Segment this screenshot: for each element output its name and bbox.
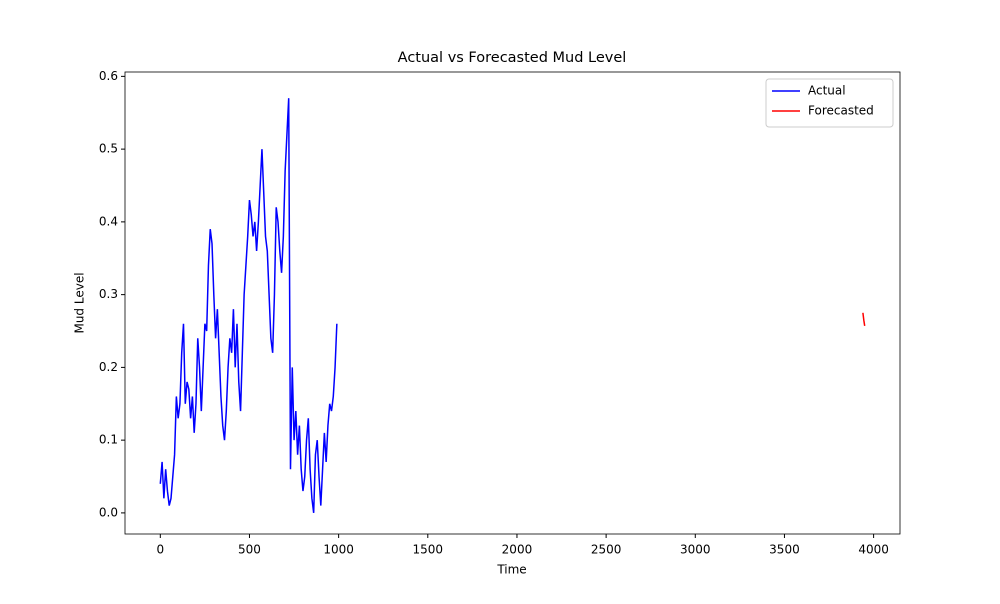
y-tick-label: 0.4 [99,214,118,228]
plot-frame [124,71,901,535]
x-tick-label: 3000 [680,543,711,557]
y-tick-label: 0.1 [99,433,118,447]
y-tick-label: 0.3 [99,287,118,301]
x-tick-label: 500 [238,543,261,557]
y-axis-label: Mud Level [73,272,87,333]
y-tick-label: 0.5 [99,142,118,156]
x-tick-label: 0 [156,543,164,557]
x-tick-label: 2500 [591,543,622,557]
legend-label: Forecasted [808,104,874,118]
y-tick-label: 0.2 [99,360,118,374]
x-tick-label: 4000 [858,543,889,557]
chart-title: Actual vs Forecasted Mud Level [398,50,627,66]
data-line [159,98,338,513]
legend-label: Actual [808,84,846,98]
y-tick-label: 0.0 [99,505,118,519]
x-tick-label: 3500 [769,543,800,557]
x-tick-label: 2000 [502,543,533,557]
data-line [862,312,866,327]
x-tick-label: 1000 [323,543,354,557]
x-axis-label: Time [496,563,526,577]
x-tick-label: 1500 [413,543,444,557]
y-tick-label: 0.6 [99,69,118,83]
